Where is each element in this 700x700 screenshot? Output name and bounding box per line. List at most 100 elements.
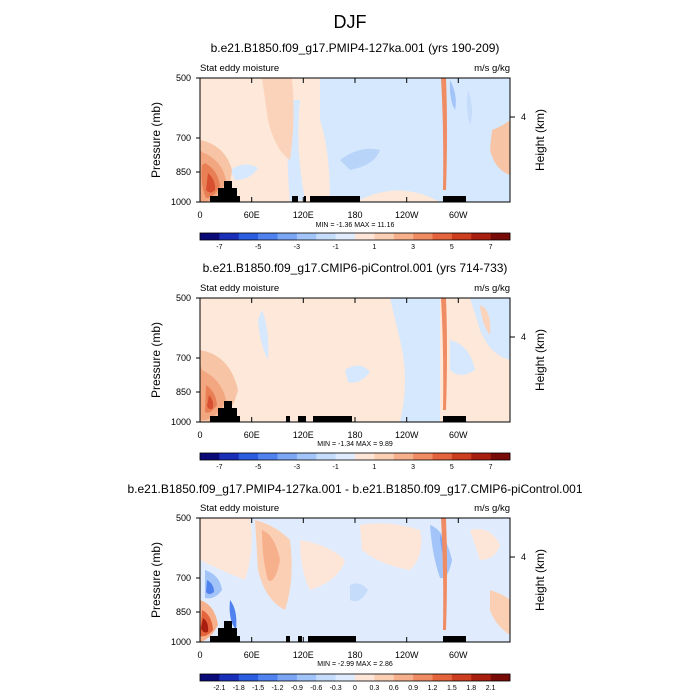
colorbar-swatch: [258, 453, 278, 460]
ytick-label: 700: [176, 133, 191, 143]
ytick-label: 1000: [171, 417, 191, 427]
colorbar-swatch: [432, 233, 453, 240]
colorbar-swatch: [432, 674, 453, 681]
colorbar-swatch: [393, 453, 414, 460]
xtick-label: 60E: [244, 210, 260, 220]
xtick-label: 60W: [449, 650, 468, 660]
variable-label: Stat eddy moisture: [200, 63, 279, 74]
colorbar-swatch: [277, 674, 298, 681]
colorbar-tick-label: -1.2: [271, 685, 283, 692]
colorbar: -2.1 -1.8 -1.5 -1.2 -0.9 -0.6 -0.3 0 0.3 0.6 0.9 1.…: [199, 673, 511, 692]
colorbar-swatch: [413, 453, 433, 460]
colorbar-tick-label: 7: [489, 244, 493, 251]
xtick-label: 180: [347, 650, 362, 660]
colorbar-tick-label: 1.2: [428, 685, 438, 692]
colorbar-tick-label: -1: [333, 244, 339, 251]
colorbar-tick-label: 2.1: [486, 685, 496, 692]
units-label: m/s g/kg: [474, 63, 510, 74]
colorbar-swatch: [490, 233, 511, 240]
colorbar-tick-label: -5: [255, 464, 261, 471]
colorbar-tick-label: 1: [372, 464, 376, 471]
colorbar-tick-label: 1: [372, 244, 376, 251]
panel-title: b.e21.B1850.f09_g17.PMIP4-127ka.001 - b.…: [128, 482, 583, 496]
xtick-label: 0: [197, 210, 202, 220]
colorbar-tick-label: -0.6: [310, 685, 322, 692]
colorbar: -7 -5 -3 -1 1 3 5 7: [199, 452, 511, 471]
colorbar-swatch: [335, 674, 356, 681]
colorbar-swatch: [471, 453, 491, 460]
colorbar-tick-label: 0.6: [389, 685, 399, 692]
colorbar-swatch: [219, 233, 240, 240]
colorbar-swatch: [296, 453, 317, 460]
colorbar-tick-label: -1.8: [233, 685, 245, 692]
colorbar-tick-label: -1: [333, 464, 339, 471]
ytick-label: 850: [176, 387, 191, 397]
colorbar-swatch: [374, 233, 395, 240]
colorbar-frame: [199, 673, 511, 682]
right-ytick-label: 4: [521, 112, 526, 122]
colorbar-swatch: [238, 453, 259, 460]
colorbar-swatch: [316, 453, 336, 460]
right-y-axis-label: Height (km): [533, 549, 547, 611]
colorbar-swatch: [200, 674, 220, 681]
units-label: m/s g/kg: [474, 503, 510, 514]
ytick-label: 500: [176, 513, 191, 523]
ytick-label: 500: [176, 293, 191, 303]
colorbar-swatch: [219, 674, 240, 681]
xtick-label: 120E: [293, 650, 314, 660]
colorbar-swatch: [258, 233, 278, 240]
colorbar-tick-label: -3: [294, 464, 300, 471]
xtick-label: 180: [347, 430, 362, 440]
colorbar-swatch: [451, 233, 472, 240]
min-max-label: MIN = -1.34 MAX = 9.89: [317, 441, 393, 448]
xtick-label: 120E: [293, 430, 314, 440]
colorbar: -7 -5 -3 -1 1 3 5 7: [199, 232, 511, 251]
ytick-label: 700: [176, 353, 191, 363]
ytick-label: 1000: [171, 637, 191, 647]
colorbar-swatch: [316, 233, 336, 240]
ytick-label: 1000: [171, 197, 191, 207]
y-axis-label: Pressure (mb): [149, 102, 163, 178]
ytick-label: 850: [176, 167, 191, 177]
colorbar-swatch: [200, 453, 220, 460]
colorbar-tick-label: 0.9: [408, 685, 418, 692]
xtick-label: 0: [197, 650, 202, 660]
panel-3: b.e21.B1850.f09_g17.PMIP4-127ka.001 - b.…: [128, 482, 583, 692]
right-y-axis-label: Height (km): [533, 329, 547, 391]
colorbar-swatch: [316, 674, 336, 681]
panel-title: b.e21.B1850.f09_g17.CMIP6-piControl.001 …: [203, 261, 508, 275]
colorbar-tick-label: -0.3: [330, 685, 342, 692]
colorbar-tick-label: 3: [411, 464, 415, 471]
min-max-label: MIN = -2.99 MAX = 2.86: [317, 661, 393, 668]
xtick-label: 120E: [293, 210, 314, 220]
xtick-label: 120W: [395, 430, 419, 440]
colorbar-swatch: [258, 674, 278, 681]
colorbar-swatch: [277, 453, 298, 460]
colorbar-swatch: [355, 453, 375, 460]
colorbar-swatch: [490, 453, 511, 460]
colorbar-tick-label: 0: [353, 685, 357, 692]
colorbar-tick-label: -7: [216, 464, 222, 471]
units-label: m/s g/kg: [474, 283, 510, 294]
colorbar-tick-label: -2.1: [213, 685, 225, 692]
colorbar-swatch: [413, 233, 433, 240]
colorbar-swatch: [393, 674, 414, 681]
colorbar-swatch: [374, 674, 395, 681]
xtick-label: 180: [347, 210, 362, 220]
panel-2: b.e21.B1850.f09_g17.CMIP6-piControl.001 …: [149, 261, 547, 471]
colorbar-frame: [199, 452, 511, 461]
variable-label: Stat eddy moisture: [200, 503, 279, 514]
colorbar-tick-label: -3: [294, 244, 300, 251]
colorbar-swatch: [238, 233, 259, 240]
colorbar-swatch: [355, 233, 375, 240]
colorbar-swatch: [219, 453, 240, 460]
colorbar-swatch: [335, 233, 356, 240]
colorbar-swatch: [471, 233, 491, 240]
colorbar-tick-label: 0.3: [370, 685, 380, 692]
colorbar-swatch: [432, 453, 453, 460]
panel-1: b.e21.B1850.f09_g17.PMIP4-127ka.001 (yrs…: [149, 41, 547, 251]
ytick-label: 850: [176, 607, 191, 617]
colorbar-tick-label: 5: [450, 244, 454, 251]
xtick-label: 60E: [244, 430, 260, 440]
colorbar-tick-label: -7: [216, 244, 222, 251]
